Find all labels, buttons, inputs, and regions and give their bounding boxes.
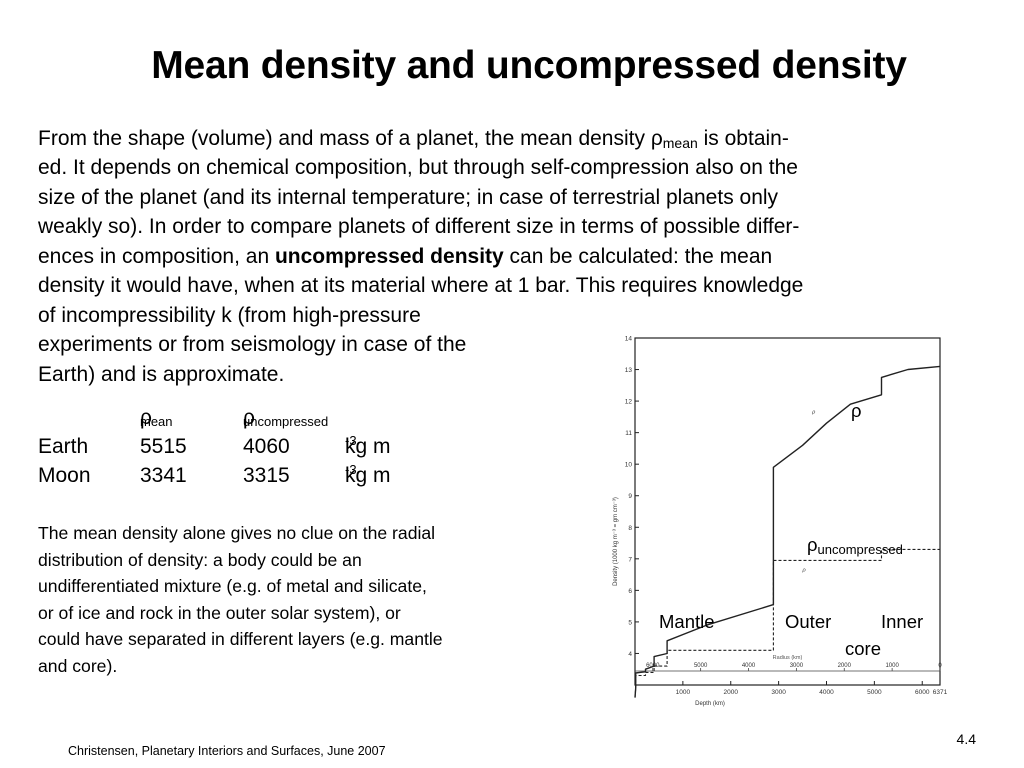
radius-tick-label: 1000 [885,663,899,669]
paragraph-line-5: ences in composition, an uncompressed de… [38,245,773,268]
label-core: core [845,638,881,659]
x-tick-label: 3000 [771,689,786,696]
header-rho-mean: ρ mean [140,406,173,429]
y-axis-label: Density (1000 kg m⁻³ = gm cm⁻³) [613,497,619,586]
paragraph-line-1: From the shape (volume) and mass of a pl… [38,127,789,151]
row-uncompressed: 4060 [243,435,290,458]
paragraph-line-4: weakly so). In order to compare planets … [38,215,800,238]
paragraph-line-8: experiments or from seismology in case o… [38,333,467,356]
radius-tick-label: 3000 [790,663,804,669]
header-rho-uncompressed: ρ uncompressed [243,406,329,429]
row-unit: kg m -3 [345,433,391,458]
x-tick-label: 6371 [933,689,948,696]
curve-label-rho: ρ [811,410,815,416]
paragraph-2-line: and core). [38,655,118,676]
paragraph-2-line: The mean density alone gives no clue on … [38,523,436,543]
x-axis-label: Depth (km) [695,701,725,707]
label-outer: Outer [785,611,832,632]
y-tick-label: 7 [628,556,632,563]
x-tick-label: 1000 [676,689,691,696]
radius-tick-label: 0 [938,663,942,669]
paragraph-line-7: of incompressibility k (from high-pressu… [38,304,421,327]
paragraph-line-6: density it would have, when at its mater… [38,274,804,297]
radius-tick-label: 4000 [742,663,756,669]
uncompressed-density-term: uncompressed density [274,245,504,268]
y-tick-label: 14 [625,336,633,343]
y-tick-label: 12 [625,399,633,406]
y-tick-label: 5 [628,619,632,626]
row-mean: 3341 [140,464,187,487]
paragraph-line-3: size of the planet (and its internal tem… [38,186,779,209]
label-inner: Inner [881,611,924,632]
y-tick-label: 6 [628,588,632,595]
x-tick-label: 4000 [819,689,834,696]
x-tick-label: 2000 [724,689,739,696]
row-unit: kg m -3 [345,462,391,487]
y-tick-label: 11 [625,430,632,437]
paragraph-2-line: or of ice and rock in the outer solar sy… [38,602,401,623]
series-line-1 [634,548,940,698]
density-profile-chart: 4 5 6 7 8 9 10 11 12 13 14 1000 2000 3000 4000 5000 6000… [605,330,975,710]
radius-tick-label: 5000 [694,663,708,669]
label-rho-uncompressed: ρuncompressed [807,534,903,557]
plot-frame [634,337,941,686]
x-tick-label: 6000 [915,689,930,696]
paragraph-2-line: distribution of density: a body could be… [38,549,362,570]
y-tick-label: 9 [628,493,632,500]
page-number: 4.4 [956,731,976,747]
series-line-0 [634,365,941,698]
paragraph-line-2: ed. It depends on chemical composition, … [38,156,798,179]
y-tick-label: 4 [628,651,632,658]
row-name: Earth [38,435,89,458]
radius-axis-label: Radius (km) [773,655,803,661]
slide-title: Mean density and uncompressed density [151,44,907,87]
y-tick-label: 13 [625,367,633,374]
row-name: Moon [38,464,91,487]
paragraph-2-line: could have separated in different layers… [38,629,443,649]
paragraph-2: The mean density alone gives no clue on … [38,520,443,679]
row-mean: 5515 [140,435,187,458]
chart-canvas: 4 5 6 7 8 9 10 11 12 13 14 1000 2000 3000 4000 5000 6000… [613,336,948,708]
row-uncompressed: 3315 [243,464,290,487]
x-tick-label: 5000 [867,689,882,696]
curve-label-rho-uncompressed: ρ [802,567,806,573]
paragraph-line-9: Earth) and is approximate. [38,363,285,386]
radius-tick-label: 2000 [838,663,852,669]
y-tick-label: 10 [625,462,633,469]
y-tick-label: 8 [628,525,632,532]
paragraph-2-line: undifferentiated mixture (e.g. of metal … [38,576,427,596]
footer-citation: Christensen, Planetary Interiors and Sur… [68,744,386,758]
label-mantle: Mantle [659,611,715,632]
label-rho: ρ [851,400,862,421]
